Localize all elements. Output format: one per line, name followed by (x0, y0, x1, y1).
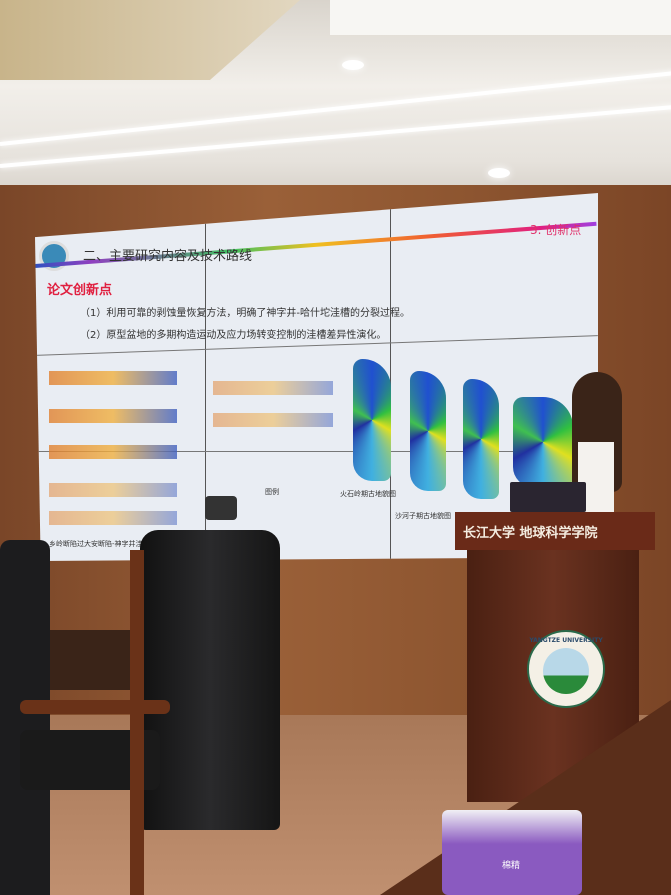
map-caption: 沙河子期古地貌图 (395, 512, 451, 520)
cross-section-image (49, 511, 177, 525)
cross-section-image (49, 483, 177, 497)
chair-frame (130, 550, 144, 895)
video-wall-screen: 二、主要研究内容及技术路线 3. 创新点 论文创新点 （1）利用可靠的剥蚀量恢复… (35, 193, 598, 561)
chair-armrest (20, 700, 170, 714)
screen-seam (35, 451, 598, 452)
screen-seam (205, 193, 206, 561)
cross-section-image (49, 445, 177, 459)
paleogeomorphology-map (513, 397, 573, 487)
podium-sign: 长江大学 地球科学学院 (455, 512, 655, 550)
slide-title: 二、主要研究内容及技术路线 (83, 249, 253, 264)
ceiling-light (342, 60, 364, 70)
office-chair (20, 530, 280, 895)
legend-label: 图例 (265, 488, 279, 496)
paleogeomorphology-map (353, 359, 391, 481)
cross-section-image (49, 409, 177, 423)
map-caption: 火石岭期古地貌图 (340, 490, 396, 498)
bullet-2: （2）原型盆地的多期构造运动及应力场转变控制的洼槽差异性演化。 (80, 330, 387, 341)
chair-back (140, 530, 280, 830)
cross-section-image (49, 371, 177, 385)
emblem-building (543, 648, 589, 694)
tissue-box: 棉精 (442, 810, 582, 895)
emblem-text: YANGTZE UNIVERSITY (529, 637, 603, 644)
screen-seam (390, 193, 391, 561)
cross-section-image (213, 413, 333, 427)
university-emblem: YANGTZE UNIVERSITY (527, 630, 605, 708)
paleogeomorphology-map (410, 371, 446, 491)
laptop (510, 482, 586, 512)
section-caption: 乡岭断陷过大安断陷-神字井洼槽 (49, 540, 150, 548)
office-chair (0, 540, 50, 895)
ceiling-section (330, 0, 671, 35)
tissue-box-label: 棉精 (502, 861, 521, 871)
camera (205, 496, 237, 520)
section-tag: 3. 创新点 (530, 223, 582, 237)
slide-heading: 论文创新点 (47, 283, 113, 298)
ceiling-light (488, 168, 510, 178)
bullet-1: （1）利用可靠的剥蚀量恢复方法，明确了神字井-哈什坨洼槽的分裂过程。 (80, 308, 410, 319)
cross-section-image (213, 381, 333, 395)
presenter (568, 372, 626, 512)
paleogeomorphology-map (463, 379, 499, 499)
